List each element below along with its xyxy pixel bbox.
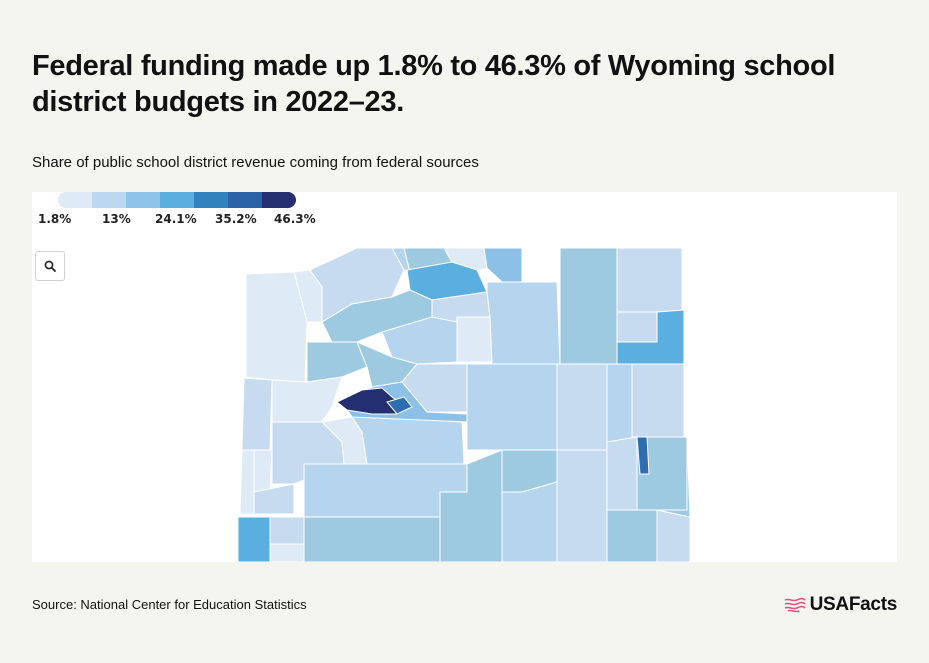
legend-label: 24.1% xyxy=(155,212,197,226)
district-region[interactable] xyxy=(486,281,561,365)
district-region[interactable] xyxy=(239,449,255,515)
legend-swatch xyxy=(58,192,92,208)
district-region[interactable] xyxy=(306,341,368,383)
district-region[interactable] xyxy=(386,396,413,415)
district-region[interactable] xyxy=(606,436,638,511)
source-note: Source: National Center for Education St… xyxy=(32,597,307,612)
district-region[interactable] xyxy=(656,509,691,562)
legend-swatch xyxy=(160,192,194,208)
flag-logo-icon xyxy=(784,597,806,613)
legend-swatch xyxy=(126,192,160,208)
district-region[interactable] xyxy=(636,436,650,475)
legend-swatch xyxy=(92,192,126,208)
district-region[interactable] xyxy=(253,449,273,493)
legend-scale xyxy=(58,192,296,208)
wyoming-district-map xyxy=(237,247,691,562)
chart-subtitle: Share of public school district revenue … xyxy=(32,154,479,171)
legend-label: 35.2% xyxy=(215,212,257,226)
district-region[interactable] xyxy=(253,483,295,515)
legend-label-max: 46.3% xyxy=(274,212,316,226)
district-region[interactable] xyxy=(241,377,273,451)
legend-label: 13% xyxy=(102,212,131,226)
district-region[interactable] xyxy=(269,516,305,545)
district-region[interactable] xyxy=(483,247,523,283)
brand-name: USAFacts xyxy=(809,594,898,615)
legend-swatch xyxy=(228,192,262,208)
district-region[interactable] xyxy=(501,481,558,562)
zoom-button[interactable] xyxy=(35,251,65,281)
district-region[interactable] xyxy=(616,247,683,313)
district-region[interactable] xyxy=(616,311,658,343)
district-region[interactable] xyxy=(269,543,305,562)
district-region[interactable] xyxy=(631,363,685,438)
district-region[interactable] xyxy=(556,363,608,451)
usafacts-logo[interactable]: USAFacts xyxy=(784,594,897,616)
color-legend: 1.8% 13% 24.1% 35.2% 46.3% xyxy=(38,192,338,228)
district-region[interactable] xyxy=(245,271,308,383)
legend-label-min: 1.8% xyxy=(38,212,72,226)
district-region[interactable] xyxy=(271,376,343,423)
district-region[interactable] xyxy=(656,436,691,518)
district-region[interactable] xyxy=(556,449,608,562)
district-region[interactable] xyxy=(466,363,558,451)
search-icon xyxy=(44,260,56,272)
district-region[interactable] xyxy=(303,516,441,562)
district-region[interactable] xyxy=(351,416,465,465)
chart-title: Federal funding made up 1.8% to 46.3% of… xyxy=(32,50,836,118)
district-region[interactable] xyxy=(559,247,618,365)
district-region[interactable] xyxy=(606,363,633,443)
map-panel: 1.8% 13% 24.1% 35.2% 46.3% xyxy=(32,192,897,562)
district-region[interactable] xyxy=(456,316,493,363)
legend-swatch xyxy=(194,192,228,208)
district-region[interactable] xyxy=(237,516,271,562)
district-region[interactable] xyxy=(606,509,658,562)
legend-swatch xyxy=(262,192,296,208)
